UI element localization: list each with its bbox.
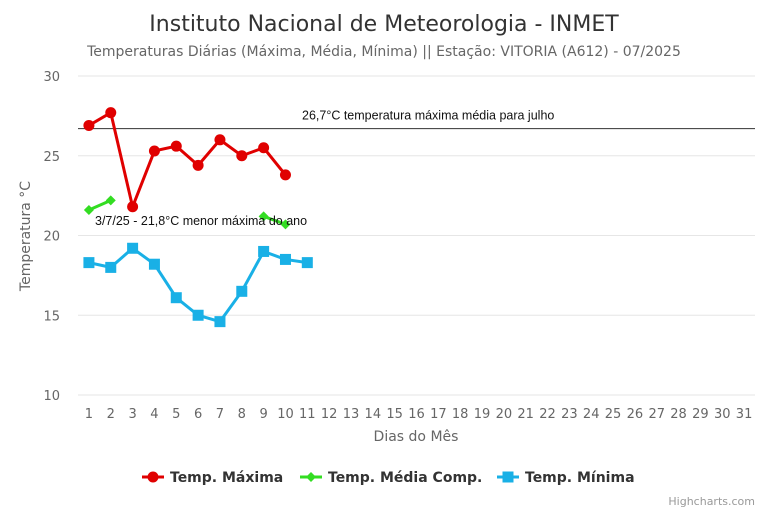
legend-item[interactable]: Temp. Média Comp. (300, 470, 482, 486)
data-point[interactable] (214, 316, 226, 328)
y-tick-label: 25 (43, 150, 60, 165)
x-tick-label: 17 (430, 407, 447, 422)
data-point[interactable] (148, 258, 160, 270)
data-point[interactable] (147, 471, 159, 483)
y-tick-label: 15 (43, 309, 60, 324)
y-tick-label: 10 (43, 389, 60, 404)
legend-item[interactable]: Temp. Máxima (142, 470, 283, 486)
x-tick-label: 25 (605, 407, 622, 422)
data-point[interactable] (105, 195, 116, 206)
data-point[interactable] (105, 261, 117, 273)
x-tick-label: 24 (583, 407, 600, 422)
data-point[interactable] (258, 245, 270, 257)
x-tick-label: 20 (496, 407, 513, 422)
x-tick-label: 12 (321, 407, 338, 422)
data-point[interactable] (170, 140, 182, 152)
x-tick-label: 11 (299, 407, 316, 422)
x-tick-label: 29 (692, 407, 709, 422)
plot-line-label: 26,7°C temperatura máxima média para jul… (302, 109, 554, 123)
x-tick-label: 13 (343, 407, 360, 422)
data-point[interactable] (127, 201, 139, 213)
annotation-label: 3/7/25 - 21,8°C menor máxima do ano (95, 214, 307, 228)
data-point[interactable] (502, 471, 514, 483)
data-point[interactable] (306, 472, 316, 482)
data-point[interactable] (170, 292, 182, 304)
data-point[interactable] (192, 309, 204, 321)
data-point[interactable] (127, 242, 139, 254)
data-point[interactable] (105, 107, 117, 119)
data-point[interactable] (83, 257, 95, 269)
data-point[interactable] (148, 145, 160, 157)
x-tick-label: 18 (452, 407, 469, 422)
data-point[interactable] (258, 142, 270, 154)
legend-item[interactable]: Temp. Mínima (497, 470, 635, 486)
credits-link[interactable]: Highcharts.com (668, 495, 755, 508)
x-tick-label: 10 (277, 407, 294, 422)
x-tick-label: 27 (648, 407, 665, 422)
y-tick-label: 20 (43, 230, 60, 245)
series-square (83, 242, 313, 328)
data-point[interactable] (192, 159, 204, 171)
legend-label: Temp. Mínima (525, 470, 635, 486)
data-point[interactable] (279, 169, 291, 181)
series-circle (83, 107, 291, 213)
x-tick-label: 19 (474, 407, 491, 422)
x-tick-label: 2 (107, 407, 115, 422)
x-tick-label: 7 (216, 407, 224, 422)
x-tick-label: 28 (670, 407, 687, 422)
data-point[interactable] (236, 150, 248, 162)
data-point[interactable] (258, 211, 269, 222)
legend-label: Temp. Média Comp. (328, 470, 482, 486)
data-point[interactable] (236, 285, 248, 297)
x-tick-label: 31 (736, 407, 753, 422)
x-tick-label: 22 (539, 407, 556, 422)
x-tick-label: 8 (238, 407, 246, 422)
x-axis-title: Dias do Mês (374, 429, 459, 445)
x-tick-label: 5 (172, 407, 180, 422)
x-tick-label: 16 (408, 407, 425, 422)
chart-subtitle: Temperaturas Diárias (Máxima, Média, Mín… (86, 44, 681, 60)
x-tick-label: 6 (194, 407, 202, 422)
data-point[interactable] (279, 253, 291, 265)
data-point[interactable] (83, 119, 95, 131)
x-tick-label: 15 (386, 407, 403, 422)
y-axis-title: Temperatura °C (18, 181, 34, 292)
data-point[interactable] (214, 134, 226, 146)
data-point[interactable] (280, 219, 291, 230)
x-tick-label: 23 (561, 407, 578, 422)
x-tick-label: 1 (85, 407, 93, 422)
x-tick-label: 14 (365, 407, 382, 422)
data-point[interactable] (83, 204, 94, 215)
series-diamond (83, 195, 291, 230)
y-tick-label: 30 (43, 70, 60, 85)
x-tick-label: 3 (128, 407, 136, 422)
x-tick-label: 21 (517, 407, 534, 422)
data-point[interactable] (301, 257, 313, 269)
chart-title: Instituto Nacional de Meteorologia - INM… (149, 12, 619, 37)
x-tick-label: 30 (714, 407, 731, 422)
legend-label: Temp. Máxima (170, 470, 283, 486)
x-tick-label: 26 (627, 407, 644, 422)
series-line (88, 110, 287, 212)
x-tick-label: 4 (150, 407, 158, 422)
x-tick-label: 9 (259, 407, 267, 422)
